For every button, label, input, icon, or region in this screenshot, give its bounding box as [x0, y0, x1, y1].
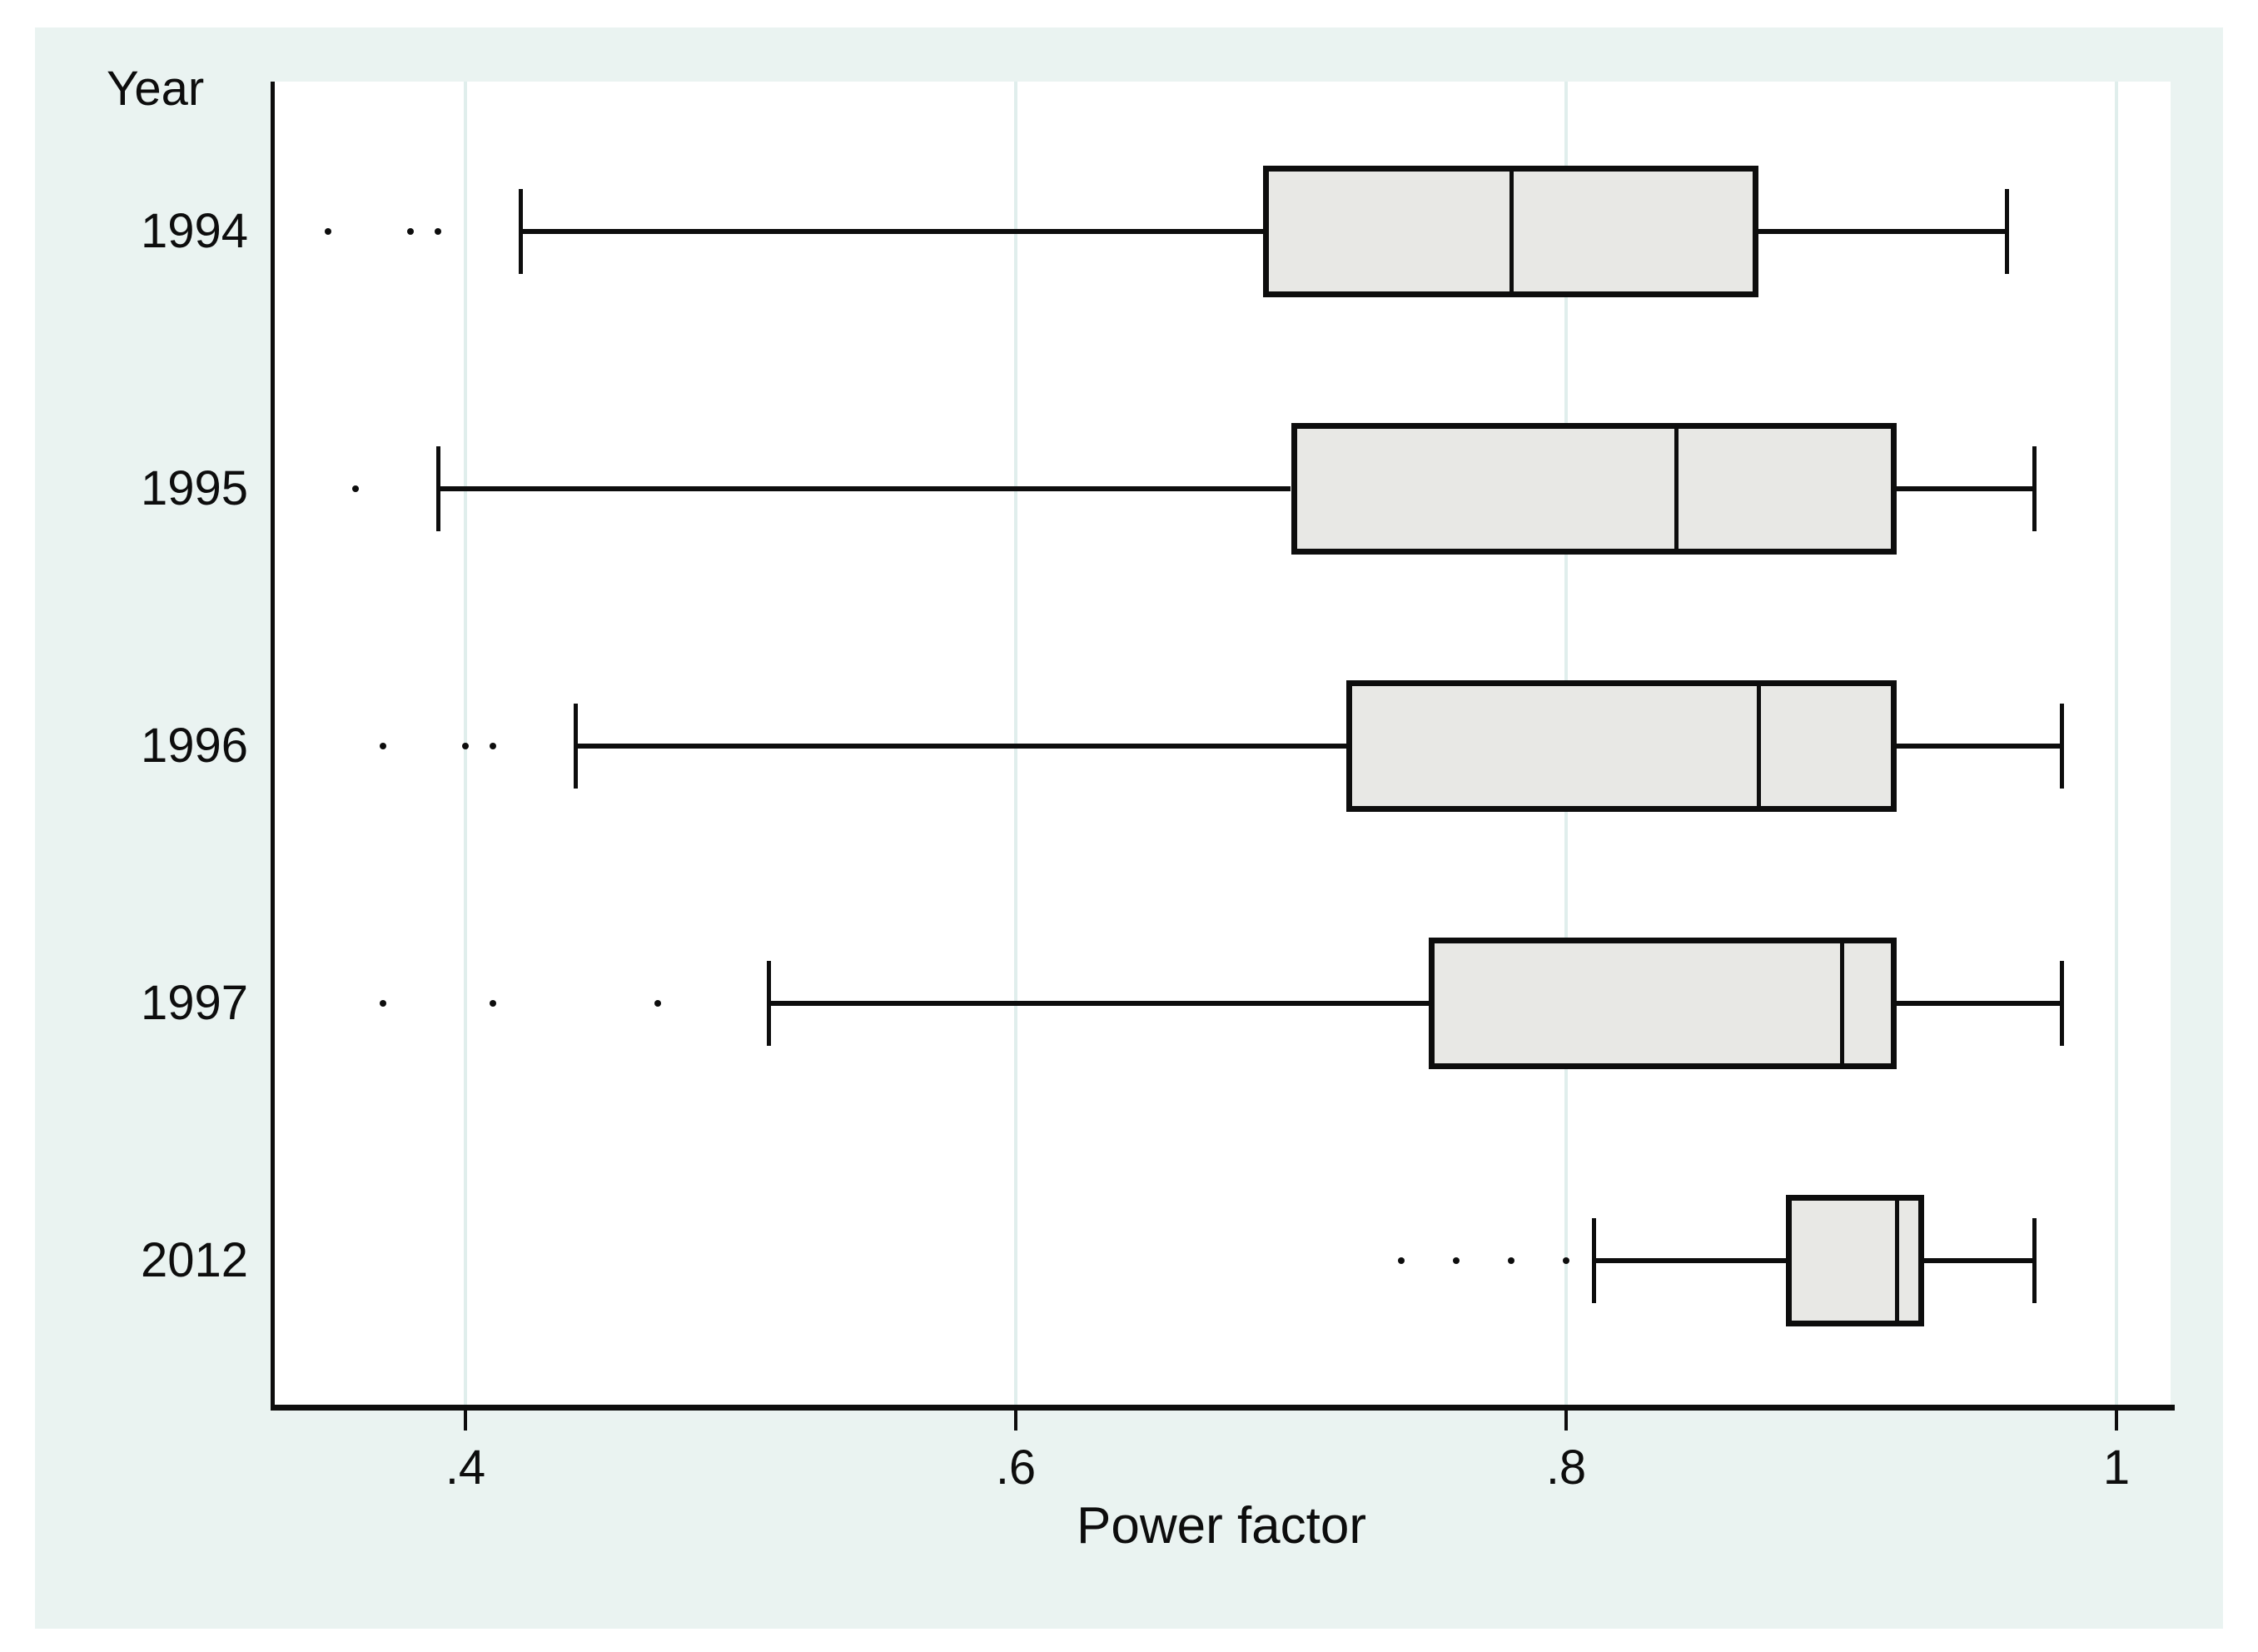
- plot-area: [272, 82, 2171, 1405]
- whisker-right: [1923, 1258, 2034, 1263]
- x-axis-line: [271, 1405, 2175, 1411]
- whisker-left: [437, 486, 1291, 491]
- outlier-dot: [434, 228, 441, 235]
- median-line-1996: [1757, 686, 1762, 806]
- whisker-left: [520, 229, 1264, 234]
- median-line-1994: [1509, 172, 1514, 291]
- median-line-1995: [1674, 429, 1679, 549]
- x-tick-1: [2115, 1408, 2118, 1431]
- outlier-dot: [490, 1000, 497, 1007]
- median-line-2012: [1894, 1201, 1899, 1321]
- x-tick-.4: [464, 1408, 467, 1431]
- y-tick-label-1996: 1996: [140, 719, 248, 773]
- median-line-1997: [1839, 943, 1844, 1063]
- box-2012: [1786, 1195, 1924, 1326]
- whisker-cap-low: [435, 446, 440, 531]
- whisker-right: [1896, 486, 2034, 491]
- y-tick-label-1994: 1994: [140, 204, 248, 258]
- whisker-cap-low: [519, 189, 524, 274]
- outlier-dot: [1397, 1257, 1405, 1264]
- whisker-cap-low: [574, 704, 579, 789]
- whisker-left: [1594, 1258, 1787, 1263]
- whisker-cap-high: [2059, 961, 2064, 1046]
- whisker-cap-high: [2004, 189, 2009, 274]
- whisker-left: [768, 1001, 1429, 1006]
- whisker-right: [1896, 1001, 2062, 1006]
- y-tick-label-2012: 2012: [140, 1233, 248, 1287]
- x-tick-label-1: 1: [2102, 1441, 2131, 1495]
- y-axis-line: [271, 82, 275, 1411]
- y-tick-label-1997: 1997: [140, 976, 248, 1030]
- x-tick-label-.4: .4: [445, 1441, 486, 1495]
- outlier-dot: [379, 1000, 386, 1007]
- whisker-right: [1896, 744, 2062, 749]
- gridline-.6: [1014, 82, 1017, 1405]
- box-1997: [1428, 938, 1897, 1069]
- y-tick-label-1995: 1995: [140, 461, 248, 515]
- outlier-dot: [379, 743, 386, 749]
- box-1995: [1291, 423, 1897, 555]
- outlier-dot: [351, 485, 359, 492]
- whisker-cap-high: [2032, 446, 2037, 531]
- outlier-dot: [654, 1000, 662, 1007]
- outlier-dot: [490, 743, 497, 749]
- y-axis-title: Year: [107, 62, 205, 116]
- graph-region: Year Power factor 1994 1995 1996 1997 2012 .4…: [35, 27, 2223, 1629]
- gridline-1: [2115, 82, 2118, 1405]
- whisker-cap-low: [1592, 1218, 1597, 1303]
- whisker-cap-high: [2032, 1218, 2037, 1303]
- x-tick-label-.8: .8: [1545, 1441, 1587, 1495]
- x-tick-.6: [1014, 1408, 1017, 1431]
- outlier-dot: [1507, 1257, 1514, 1264]
- whisker-right: [1758, 229, 2007, 234]
- box-1996: [1345, 680, 1897, 812]
- outlier-dot: [462, 743, 469, 749]
- outlier-dot: [324, 228, 331, 235]
- outlier-dot: [1452, 1257, 1460, 1264]
- x-tick-.8: [1564, 1408, 1568, 1431]
- x-tick-label-.6: .6: [995, 1441, 1037, 1495]
- whisker-cap-low: [766, 961, 771, 1046]
- x-axis-title: Power factor: [1076, 1497, 1367, 1555]
- whisker-left: [575, 744, 1346, 749]
- whisker-cap-high: [2059, 704, 2064, 789]
- outlier-dot: [1563, 1257, 1569, 1264]
- outlier-dot: [406, 228, 414, 235]
